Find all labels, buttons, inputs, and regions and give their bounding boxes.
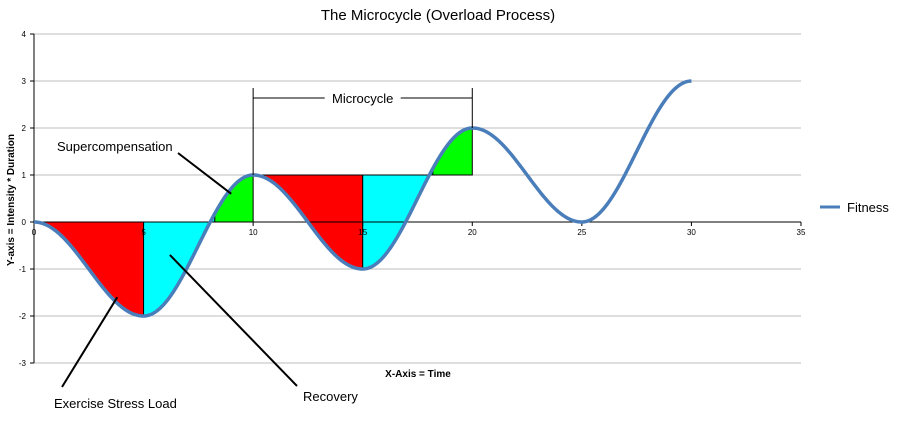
region-recovery [362, 168, 434, 270]
series-line-fitness [33, 79, 692, 318]
annotation-arrow-exercise-stress-load [61, 296, 119, 388]
x-tick-label: 20 [468, 228, 477, 237]
annotation-arrow-supercompensation [177, 152, 232, 195]
y-tick-label: 0 [22, 218, 27, 227]
y-tick-label: 4 [22, 30, 27, 39]
x-axis-title: X-Axis = Time [385, 369, 451, 380]
y-tick-label: 1 [22, 171, 27, 180]
x-tick-label: 35 [797, 228, 806, 237]
axes [30, 33, 802, 364]
x-tick-labels: 0 5 10 15 20 25 30 35 [32, 228, 806, 237]
y-tick-label: 2 [22, 124, 27, 133]
microcycle-span: Microcycle [252, 88, 473, 175]
y-tick-labels: -3 -2 -1 0 1 2 3 4 [19, 30, 27, 368]
annotations: Supercompensation Exercise Stress Load R… [54, 139, 358, 411]
region-supercompensation [432, 127, 473, 176]
y-tick-label: -3 [19, 359, 27, 368]
x-tick-label: 0 [32, 228, 37, 237]
region-supercompensation [214, 174, 254, 223]
x-tick-label: 15 [358, 228, 367, 237]
x-tick-label: 10 [249, 228, 258, 237]
legend-label-fitness: Fitness [847, 200, 889, 215]
annotation-exercise-stress-load: Exercise Stress Load [54, 396, 177, 411]
annotation-supercompensation: Supercompensation [57, 139, 173, 154]
y-tick-label: -1 [19, 265, 27, 274]
x-tick-label: 5 [141, 228, 146, 237]
x-tick-label: 25 [577, 228, 586, 237]
series-lines [33, 79, 692, 318]
y-tick-label: 3 [22, 77, 27, 86]
chart-title: The Microcycle (Overload Process) [321, 7, 555, 24]
y-axis-title: Y-axis = Intensity * Duration [6, 134, 17, 266]
x-tick-label: 30 [687, 228, 696, 237]
y-tick-label: -2 [19, 312, 27, 321]
microcycle-label: Microcycle [332, 91, 393, 106]
legend: Fitness [820, 200, 889, 215]
annotation-arrow-recovery [169, 254, 298, 387]
annotation-recovery: Recovery [303, 389, 358, 404]
